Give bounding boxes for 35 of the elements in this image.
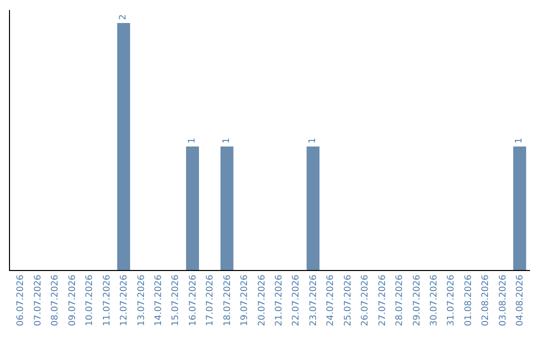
x-tick-label: 17.07.2026 xyxy=(206,274,216,326)
x-tick-label: 06.07.2026 xyxy=(16,274,26,326)
data-label: 1 xyxy=(222,138,232,144)
x-tick-label: 08.07.2026 xyxy=(50,274,61,326)
x-tick-label: 27.07.2026 xyxy=(378,274,388,326)
x-tick-label: 31.07.2026 xyxy=(446,274,457,326)
x-tick-label: 26.07.2026 xyxy=(360,274,371,326)
x-tick-label: 16.07.2026 xyxy=(188,274,198,326)
x-tick-label: 03.08.2026 xyxy=(498,274,508,326)
x-tick-label: 22.07.2026 xyxy=(292,274,302,326)
data-label: 2 xyxy=(118,14,129,20)
x-tick-label: 12.07.2026 xyxy=(120,274,130,326)
x-tick-label: 30.07.2026 xyxy=(430,274,440,326)
x-tick-label: 09.07.2026 xyxy=(68,274,78,326)
x-tick-label: 28.07.2026 xyxy=(395,274,406,326)
data-label: 1 xyxy=(514,138,525,144)
x-tick-label: 15.07.2026 xyxy=(171,274,182,326)
x-tick-label: 01.08.2026 xyxy=(464,274,474,326)
data-label: 1 xyxy=(188,138,198,144)
x-tick-label: 02.08.2026 xyxy=(481,274,492,326)
x-tick-label: 20.07.2026 xyxy=(257,274,268,326)
x-tick-label: 18.07.2026 xyxy=(222,274,233,326)
x-tick-label: 29.07.2026 xyxy=(412,274,422,326)
data-label: 1 xyxy=(308,138,318,144)
x-tick-label: 14.07.2026 xyxy=(154,274,164,326)
x-tick-label: 11.07.2026 xyxy=(102,274,112,326)
x-tick-label: 23.07.2026 xyxy=(308,274,319,326)
x-tick-label: 13.07.2026 xyxy=(136,274,147,326)
x-tick-label: 19.07.2026 xyxy=(240,274,250,326)
x-tick-label: 25.07.2026 xyxy=(343,274,354,326)
x-tick-label: 24.07.2026 xyxy=(326,274,336,326)
x-tick-label: 04.08.2026 xyxy=(516,274,526,326)
x-tick-label: 10.07.2026 xyxy=(85,274,96,326)
x-tick-label: 21.07.2026 xyxy=(274,274,285,326)
x-tick-label: 07.07.2026 xyxy=(33,274,44,326)
